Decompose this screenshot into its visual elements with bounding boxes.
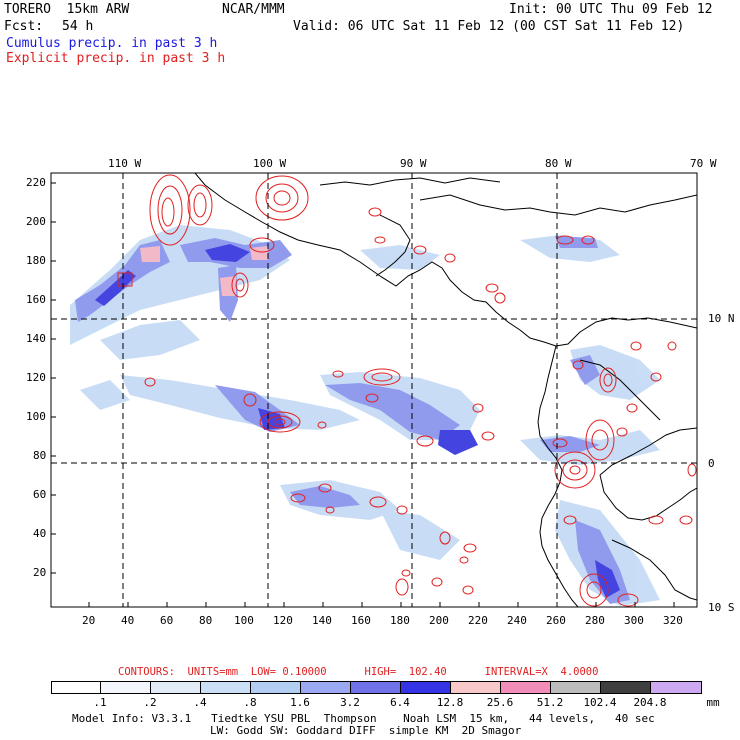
x-tick-label: 300 [624, 614, 644, 627]
colorbar-bin [51, 681, 101, 694]
colorbar-bin [250, 681, 301, 694]
x-tick-label: 120 [273, 614, 293, 627]
x-tick-label: 240 [507, 614, 527, 627]
lon-label-70w: 70 W [690, 157, 717, 170]
colorbar-unit: mm [706, 696, 720, 709]
lon-label-90w: 90 W [400, 157, 427, 170]
forecast-label: Fcst: [4, 19, 44, 34]
colorbar-bin [200, 681, 251, 694]
contours-info: CONTOURS: UNITS=mm LOW= 0.10000 HIGH= 10… [118, 666, 599, 678]
colorbar-bin [450, 681, 501, 694]
x-tick-label: 320 [663, 614, 683, 627]
colorbar-label: 25.6 [486, 696, 514, 709]
lon-label-100w: 100 W [253, 157, 287, 170]
lat-label-0: 0 [708, 457, 715, 470]
x-tick-label: 20 [82, 614, 96, 627]
x-tick-label: 260 [546, 614, 566, 627]
model-info-line1: Model Info: V3.3.1 Tiedtke YSU PBL Thomp… [72, 712, 655, 725]
x-tick-label: 280 [585, 614, 605, 627]
x-tick-label: 160 [351, 614, 371, 627]
colorbar-bin [150, 681, 201, 694]
y-tick-label: 200 [26, 215, 46, 228]
y-tick-label: 60 [33, 488, 47, 501]
colorbar-bin [400, 681, 451, 694]
colorbar-bin [350, 681, 401, 694]
cumulus-precip-title: Cumulus precip. in past 3 h [6, 36, 218, 51]
x-tick-label: 100 [234, 614, 254, 627]
y-tick-label: 40 [33, 527, 47, 540]
colorbar-label: .1 [93, 696, 107, 709]
lon-label-110w: 110 W [108, 157, 142, 170]
colorbar-label: .8 [243, 696, 257, 709]
x-tick-label: 40 [121, 614, 135, 627]
colorbar-label: 1.6 [290, 696, 310, 709]
x-tick-label: 220 [468, 614, 488, 627]
lat-label-10s: 10 S [708, 601, 735, 614]
colorbar-bin [500, 681, 551, 694]
forecast-hours: 54 h [62, 19, 94, 34]
model-info-line2: LW: Godd SW: Goddard DIFF simple KM 2D S… [210, 724, 522, 737]
colorbar-bin [600, 681, 651, 694]
lat-label-10n: 10 N [708, 312, 735, 325]
colorbar-bin [650, 681, 702, 694]
x-tick-label: 180 [390, 614, 410, 627]
map-frame [50, 172, 698, 608]
grid-lines [51, 173, 697, 607]
y-tick-label: 220 [26, 176, 46, 189]
colorbar-label: 12.8 [436, 696, 464, 709]
init-time: Init: 00 UTC Thu 09 Feb 12 [509, 2, 713, 17]
model-name: TORERO 15km ARW [4, 2, 130, 17]
x-tick-label: 200 [429, 614, 449, 627]
colorbar-label: 204.8 [633, 696, 667, 709]
explicit-precip-contours [117, 174, 697, 607]
y-tick-label: 100 [26, 410, 46, 423]
colorbar-label: 6.4 [390, 696, 410, 709]
colorbar-label: .2 [143, 696, 157, 709]
colorbar-label: 51.2 [536, 696, 564, 709]
colorbar-bin [300, 681, 351, 694]
colorbar-label: 3.2 [340, 696, 360, 709]
y-tick-label: 160 [26, 293, 46, 306]
explicit-precip-title: Explicit precip. in past 3 h [6, 51, 226, 66]
y-tick-label: 180 [26, 254, 46, 267]
colorbar-bin [550, 681, 601, 694]
cumulus-precip-shading [70, 225, 660, 606]
colorbar-label: .4 [193, 696, 207, 709]
colorbar-bin [100, 681, 151, 694]
coastlines [194, 173, 697, 607]
y-tick-label: 80 [33, 449, 47, 462]
y-tick-label: 20 [33, 566, 47, 579]
colorbar-label: 102.4 [583, 696, 617, 709]
axis-ticks [51, 182, 675, 607]
x-tick-label: 140 [312, 614, 332, 627]
data-source: NCAR/MMM [222, 2, 285, 17]
x-tick-label: 80 [199, 614, 213, 627]
lon-label-80w: 80 W [545, 157, 572, 170]
y-tick-label: 120 [26, 371, 46, 384]
x-tick-label: 60 [160, 614, 174, 627]
valid-time: Valid: 06 UTC Sat 11 Feb 12 (00 CST Sat … [293, 19, 685, 34]
y-tick-label: 140 [26, 332, 46, 345]
